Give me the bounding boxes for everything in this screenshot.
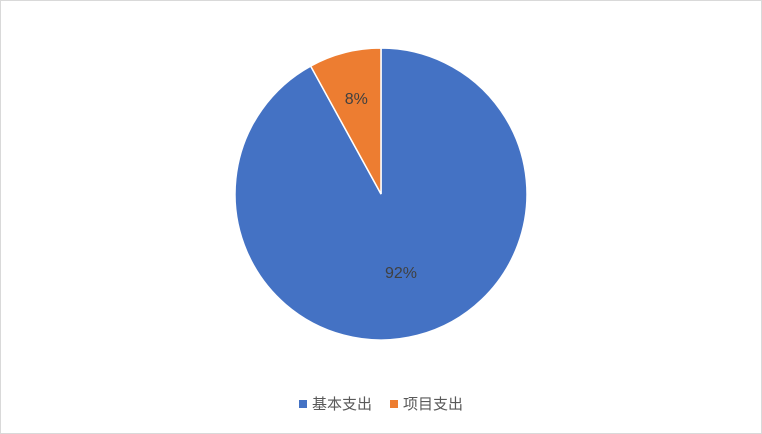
legend: 基本支出 项目支出 (1, 393, 761, 414)
legend-swatch-basic (298, 399, 307, 408)
data-label-project: 8% (345, 91, 368, 108)
slice-project (309, 47, 382, 195)
legend-label-project: 项目支出 (403, 395, 464, 413)
legend-item-project: 项目支出 (390, 393, 463, 414)
legend-label-basic: 基本支出 (311, 395, 372, 413)
data-label-basic: 92% (385, 265, 417, 282)
legend-swatch-project (390, 399, 398, 408)
legend-item-basic: 基本支出 (298, 393, 372, 414)
